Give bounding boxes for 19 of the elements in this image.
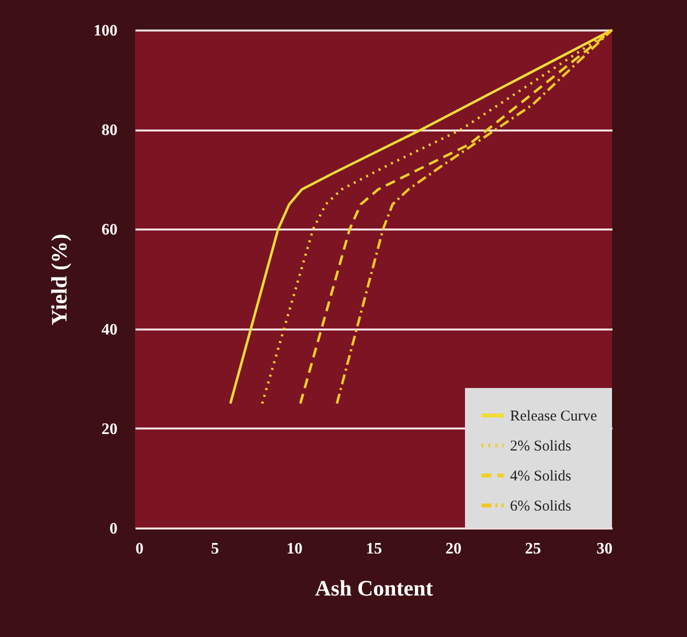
x-tick-label: 30 xyxy=(596,540,612,558)
y-tick-label: 80 xyxy=(102,122,118,140)
x-tick-label: 25 xyxy=(525,540,541,558)
y-tick-label: 20 xyxy=(102,420,118,438)
y-tick-label: 40 xyxy=(102,321,118,338)
legend-label: Release Curve xyxy=(510,408,598,424)
x-tick-label: 0 xyxy=(136,540,144,558)
x-tick-label: 15 xyxy=(366,540,382,558)
x-axis-title: Ash Content xyxy=(315,576,434,600)
y-tick-label: 0 xyxy=(110,520,118,538)
legend-label: 6% Solids xyxy=(510,498,572,514)
legend-label: 4% Solids xyxy=(510,468,572,484)
x-tick-label: 10 xyxy=(286,540,302,558)
y-axis-title: Yield (%) xyxy=(46,234,72,326)
x-tick-label: 20 xyxy=(446,540,462,558)
y-tick-label: 60 xyxy=(102,222,118,239)
x-tick-label: 5 xyxy=(211,540,219,558)
y-tick-label: 100 xyxy=(94,22,118,40)
legend-label: 2% Solids xyxy=(510,438,572,454)
